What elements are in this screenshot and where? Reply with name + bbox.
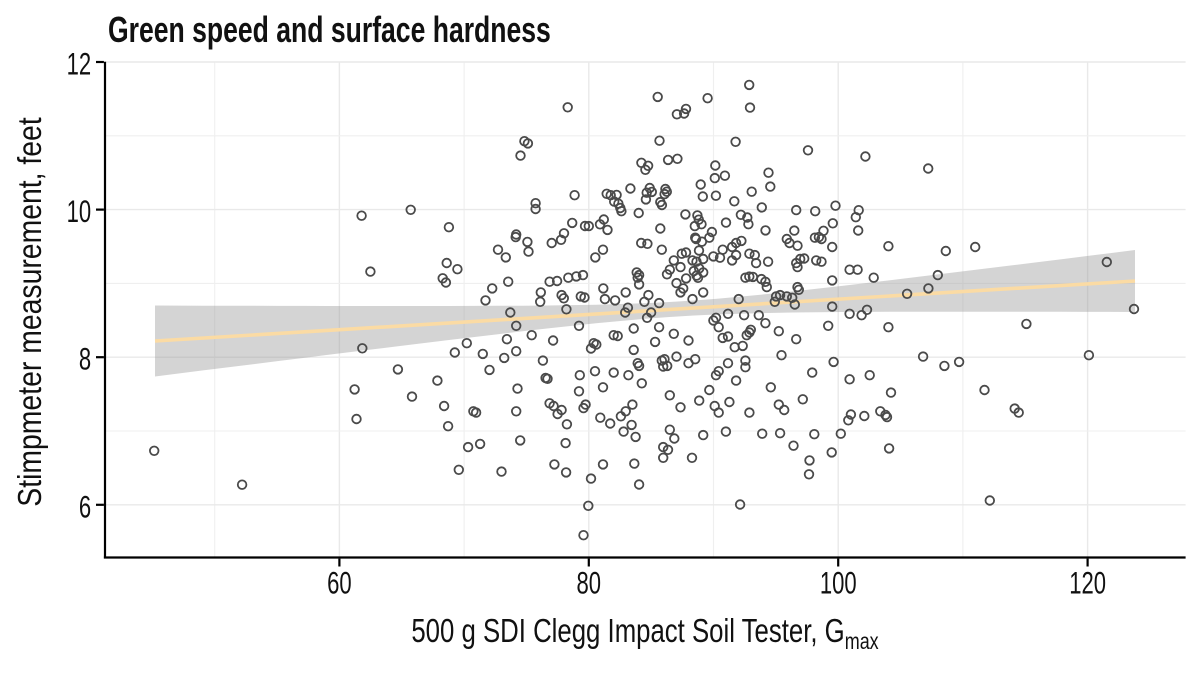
svg-text:Green speed and surface hardne: Green speed and surface hardness [108,9,551,50]
svg-text:60: 60 [327,565,352,601]
svg-text:500 g SDI Clegg Impact Soil Te: 500 g SDI Clegg Impact Soil Tester, Gmax [411,613,879,655]
svg-text:Stimpmeter measurement, feet: Stimpmeter measurement, feet [11,117,49,507]
svg-text:80: 80 [577,565,602,601]
svg-text:6: 6 [79,488,91,524]
svg-text:10: 10 [67,193,92,229]
svg-text:120: 120 [1069,565,1106,601]
svg-text:8: 8 [79,341,91,377]
svg-text:12: 12 [67,46,92,82]
svg-text:100: 100 [820,565,857,601]
